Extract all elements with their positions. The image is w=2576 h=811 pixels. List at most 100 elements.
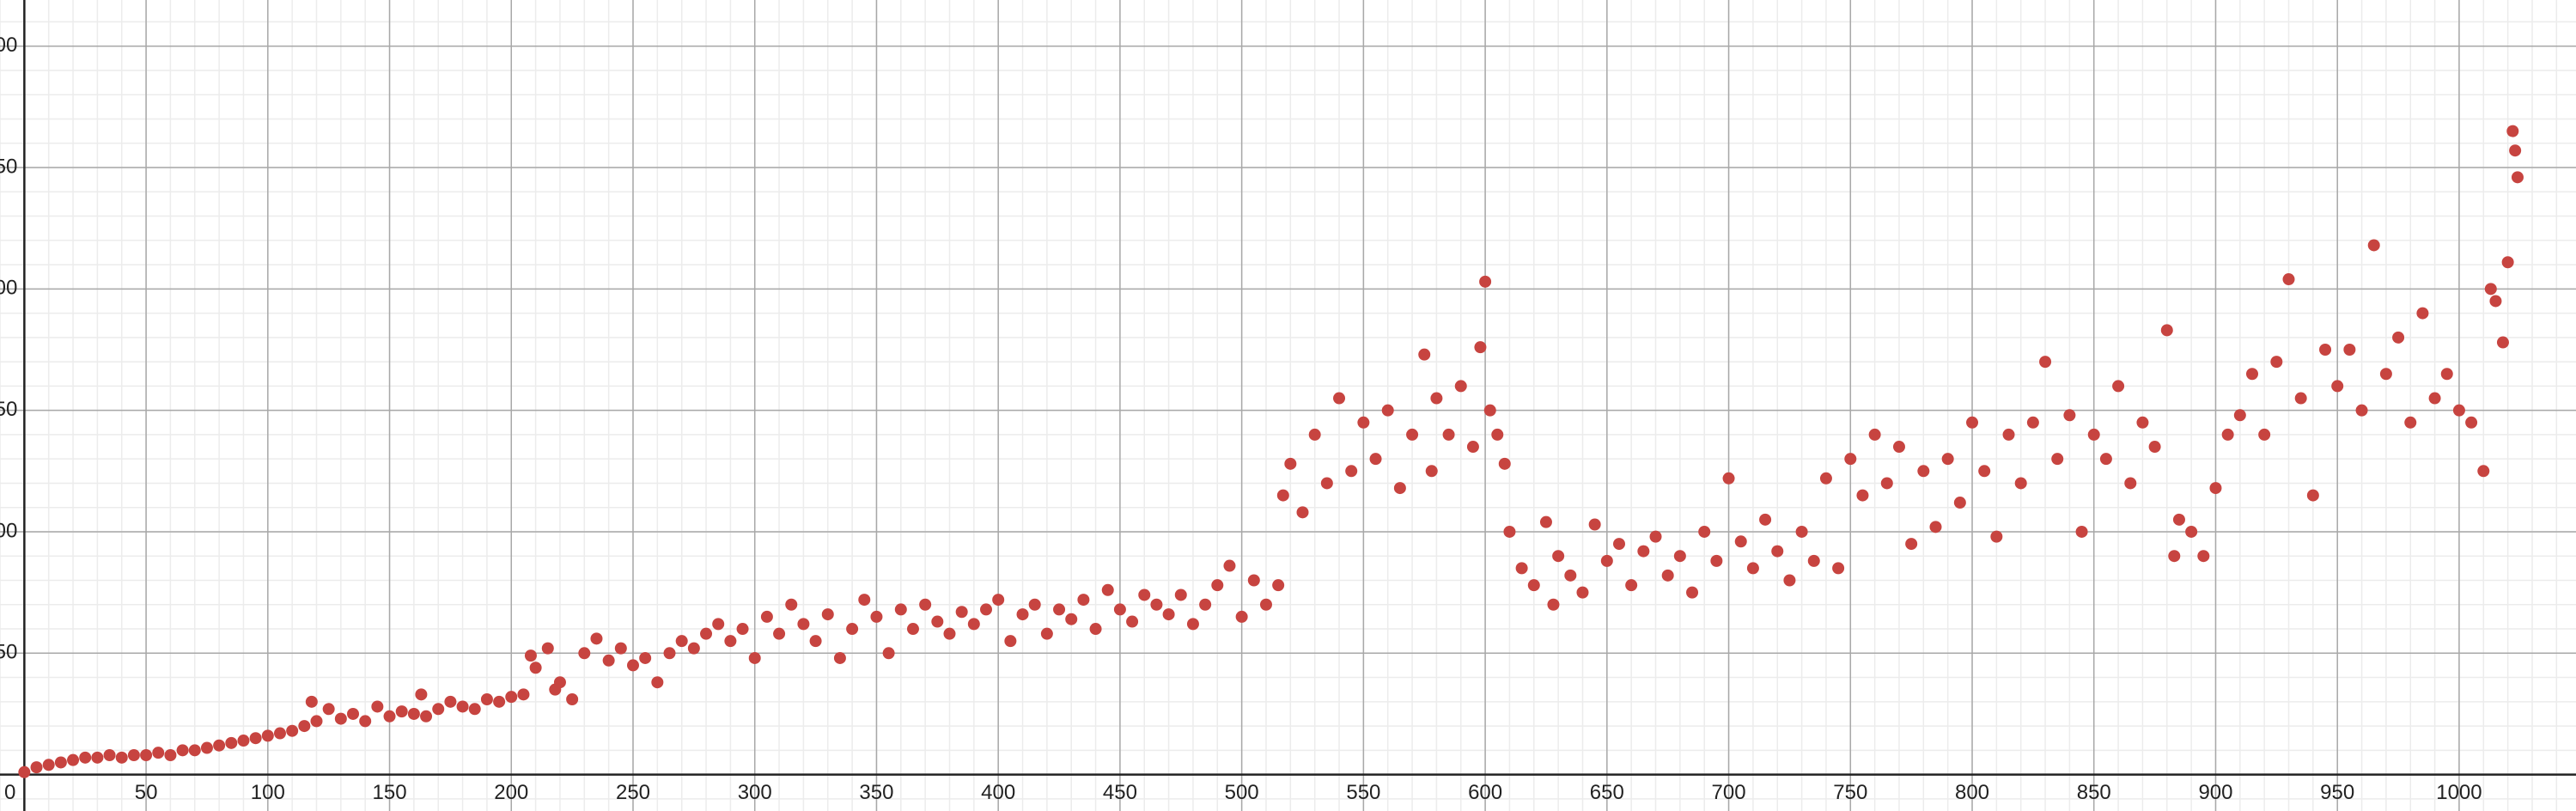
point [152,747,165,759]
point [748,651,761,664]
point [1686,586,1699,599]
point [1393,482,1406,495]
x-tick-label: 1000 [2436,781,2482,804]
point [2197,550,2210,563]
point [578,647,591,660]
point [1759,513,1772,526]
point [906,623,919,636]
point [1539,515,1552,528]
point [639,651,652,664]
y-tick-label: 200 [0,277,17,300]
point [1454,380,1467,393]
point [359,715,372,728]
x-tick-label: 150 [373,781,407,804]
point [858,594,871,607]
point [103,748,116,761]
point [347,707,360,720]
point [1126,615,1139,628]
points [18,125,2524,778]
point [407,707,420,720]
point [809,635,822,648]
point [2063,409,2076,422]
point [1941,453,1954,466]
point [2379,368,2392,381]
point [371,700,384,713]
point [2124,477,2137,490]
point [1990,530,2003,543]
point [456,700,469,713]
point [553,676,566,689]
point [2294,392,2307,405]
point [322,703,335,716]
point [1174,588,1187,601]
point [760,610,773,623]
point [1357,416,1370,429]
point [1844,453,1857,466]
point [213,739,226,752]
point [415,688,428,701]
x-tick-label: 900 [2198,781,2232,804]
point [420,710,433,723]
point [736,623,749,636]
point [2440,368,2453,381]
point [334,712,347,725]
point [1016,608,1029,621]
point [2511,171,2524,184]
point [651,676,664,689]
point [1028,598,1041,611]
point [1673,550,1686,563]
point [2306,489,2319,502]
point [1905,538,1918,551]
point [943,627,956,640]
point [30,761,43,774]
point [2392,331,2405,344]
point [1040,627,1053,640]
point [992,594,1005,607]
point [1892,441,1905,454]
point [797,618,810,631]
point [1381,404,1394,417]
point [2367,239,2380,252]
point [1004,635,1017,648]
point [1223,559,1236,572]
x-tick-label: 800 [1955,781,1989,804]
point [882,647,895,660]
point [1308,428,1321,441]
x-tick-label: 400 [981,781,1015,804]
point [1498,457,1511,470]
point [2051,453,2064,466]
point [2112,380,2125,393]
point [2404,416,2417,429]
point [2185,525,2198,538]
point [1547,598,1560,611]
point [164,748,177,761]
point [1442,428,1455,441]
point [2168,550,2181,563]
point [785,598,798,611]
point [2148,441,2161,454]
point [249,732,262,745]
point [2172,513,2185,526]
point [712,618,725,631]
point [176,744,189,757]
point [1345,465,1358,478]
point [1138,588,1151,601]
point [2258,428,2271,441]
point [2233,409,2246,422]
point [1077,594,1090,607]
point [1552,550,1565,563]
point [54,756,67,769]
point [1637,545,1650,558]
point [1113,603,1126,616]
point [1272,579,1285,592]
point [1734,535,1747,548]
point [273,727,286,740]
point [1466,441,1479,454]
x-tick-label: 500 [1225,781,1259,804]
point [833,651,846,664]
point [1722,472,1735,485]
point [524,649,537,662]
point [395,705,408,718]
point [1247,574,1260,587]
